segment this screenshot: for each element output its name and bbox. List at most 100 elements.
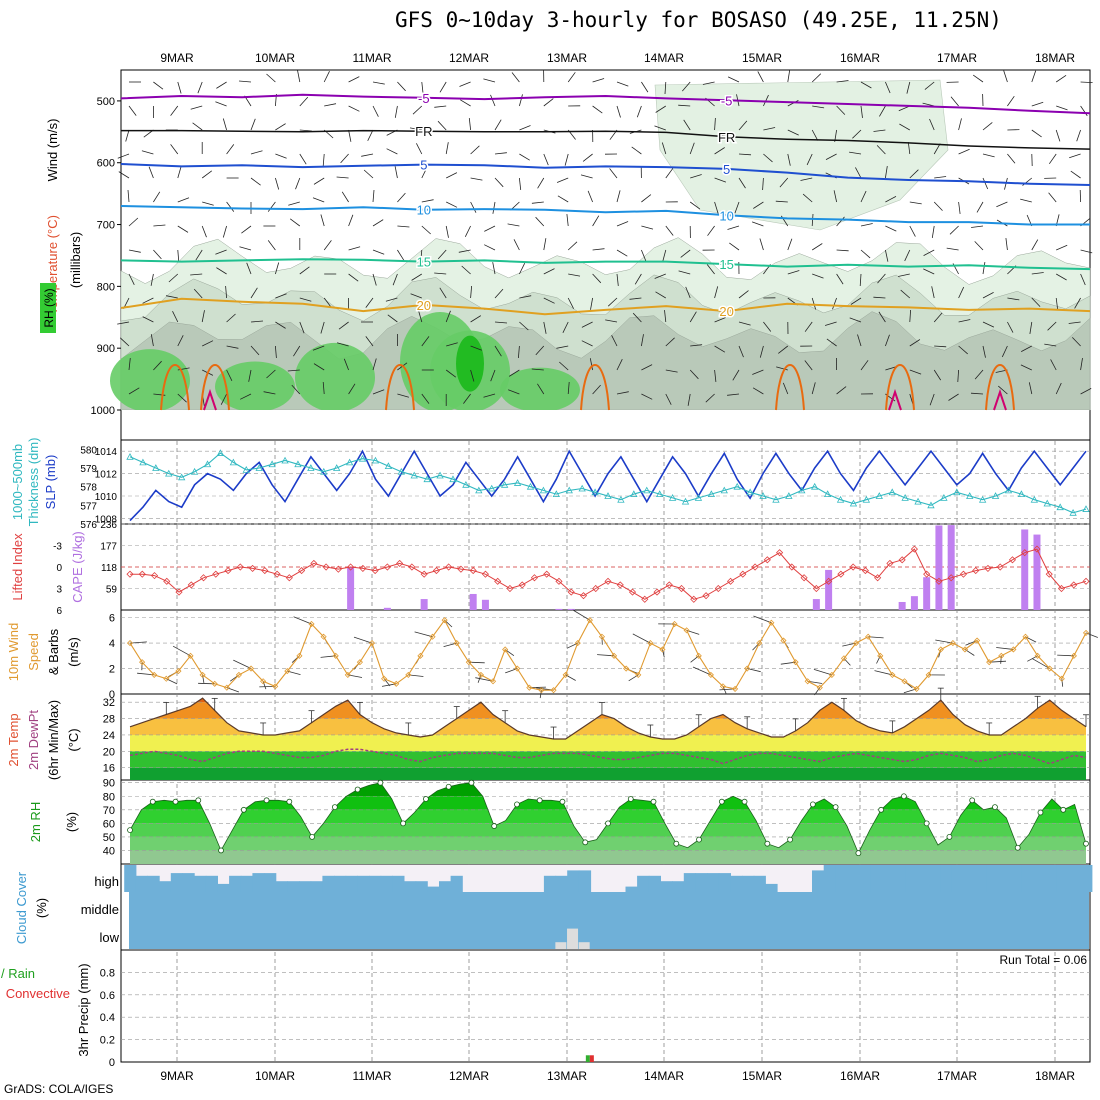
wind-barb [655, 105, 667, 113]
wind-barb [248, 369, 252, 382]
wind-barb [275, 345, 277, 359]
lifted-index-point [714, 584, 722, 593]
cape-bar [469, 593, 477, 610]
slp-tick-label: 1010 [95, 492, 118, 503]
wind-barb [202, 340, 214, 347]
thickness-point [397, 467, 405, 475]
isotherm-label: 15 [417, 255, 431, 270]
surface-wind-barb [539, 690, 542, 699]
wind-barb [706, 264, 715, 275]
wind-barb [299, 266, 310, 275]
lifted-index-point [481, 570, 490, 578]
wind-barb [519, 153, 530, 161]
thickness-point [500, 480, 509, 488]
wind-barb [418, 310, 423, 323]
thickness-point [1004, 486, 1013, 494]
wind-barb [484, 244, 496, 251]
wind-barb [557, 195, 569, 203]
cape-bar [898, 601, 906, 610]
wind-barb [250, 177, 261, 186]
wind-barb [372, 273, 377, 286]
wind-barb [616, 190, 621, 203]
p3-ylabel-cape: CAPE (J/kg) [70, 531, 85, 603]
wind-barb [616, 105, 621, 118]
rh-point [149, 798, 156, 805]
high-cloud-bar [870, 865, 883, 892]
wind-barb [494, 321, 508, 324]
lifted-index-point [849, 563, 857, 571]
mid-low-cloud-area [129, 892, 1089, 949]
wind-barb [878, 311, 886, 323]
date-label-bottom: 13MAR [547, 1069, 587, 1083]
wind-speed-point [381, 675, 388, 682]
wind-barb [416, 143, 423, 155]
rh-upper-area [654, 79, 949, 231]
wind-barb [519, 94, 523, 107]
surface-wind-barb [662, 649, 665, 658]
wind-barb [361, 153, 374, 157]
dewpoint-line [129, 748, 1087, 765]
lifted-index-point [359, 564, 367, 572]
lifted-index-point [469, 567, 477, 575]
wind-barb [490, 369, 496, 382]
precip-tick-label: 0.2 [100, 1035, 115, 1047]
wind-barb [439, 81, 447, 93]
wind-barb [1076, 129, 1081, 142]
wind-speed-point [707, 671, 714, 678]
wind-barb [468, 118, 471, 131]
wind-barb [250, 320, 264, 323]
high-cloud-bar [986, 865, 1000, 892]
p7-ylabel-units: (%) [34, 898, 49, 918]
wind-barb [386, 148, 398, 155]
wind-speed-point [393, 680, 400, 687]
p1-ylabel-millibars: (millibars) [68, 232, 83, 288]
wind-barb [543, 297, 555, 304]
date-label-bottom: 17MAR [937, 1069, 977, 1083]
thickness-point [591, 488, 599, 496]
wind-barb [567, 297, 574, 309]
wind-barb [1031, 272, 1044, 275]
wind-barb [909, 169, 919, 179]
rh-point [172, 798, 179, 805]
isotherm-label: 20 [417, 298, 431, 313]
thickness-point [927, 501, 935, 509]
wind-speed-point [453, 640, 460, 647]
wind-barb [922, 102, 935, 107]
pressure-tick-label: 900 [97, 343, 115, 355]
precip-tick-label: 0.8 [100, 967, 115, 979]
pressure-tick-label: 600 [97, 158, 115, 170]
pressure-tick-label: 500 [97, 96, 115, 108]
wind-barb [170, 105, 179, 116]
thickness-point [1082, 505, 1090, 512]
high-cloud-bar [672, 881, 685, 892]
high-cloud-bar [229, 875, 242, 892]
surface-wind-barb [1000, 655, 1002, 664]
wind-barb [239, 246, 252, 251]
wind-barb [850, 297, 862, 305]
wind-barb [519, 263, 526, 275]
wind-barb [412, 105, 423, 115]
wind-barb [885, 249, 889, 262]
wind-barb [494, 152, 507, 155]
wind-barb [605, 319, 618, 323]
low-cloud-bar [555, 942, 567, 949]
isotherm-label: 5 [420, 158, 427, 173]
wind-barb [592, 78, 605, 83]
wind-barb [753, 201, 764, 209]
wind-barb [906, 81, 911, 94]
wind-barb [470, 369, 475, 382]
high-cloud-bar [578, 870, 592, 892]
rh-point [195, 797, 202, 804]
wind-barb [409, 127, 422, 131]
p2-ylabel-thickness: Thickness (dm) [26, 438, 41, 527]
rh-point [901, 793, 907, 800]
wind-barb [811, 129, 819, 141]
rh-high-area [295, 342, 375, 413]
high-cloud-bar [742, 875, 755, 892]
wind-barb [738, 120, 748, 131]
wind-barb [439, 287, 447, 299]
lifted-index-point [187, 581, 195, 589]
lifted-index-point [1045, 570, 1053, 578]
temp-tick-label: 16 [103, 763, 115, 775]
p1-ylabel-rh: RH (%) [42, 288, 56, 327]
